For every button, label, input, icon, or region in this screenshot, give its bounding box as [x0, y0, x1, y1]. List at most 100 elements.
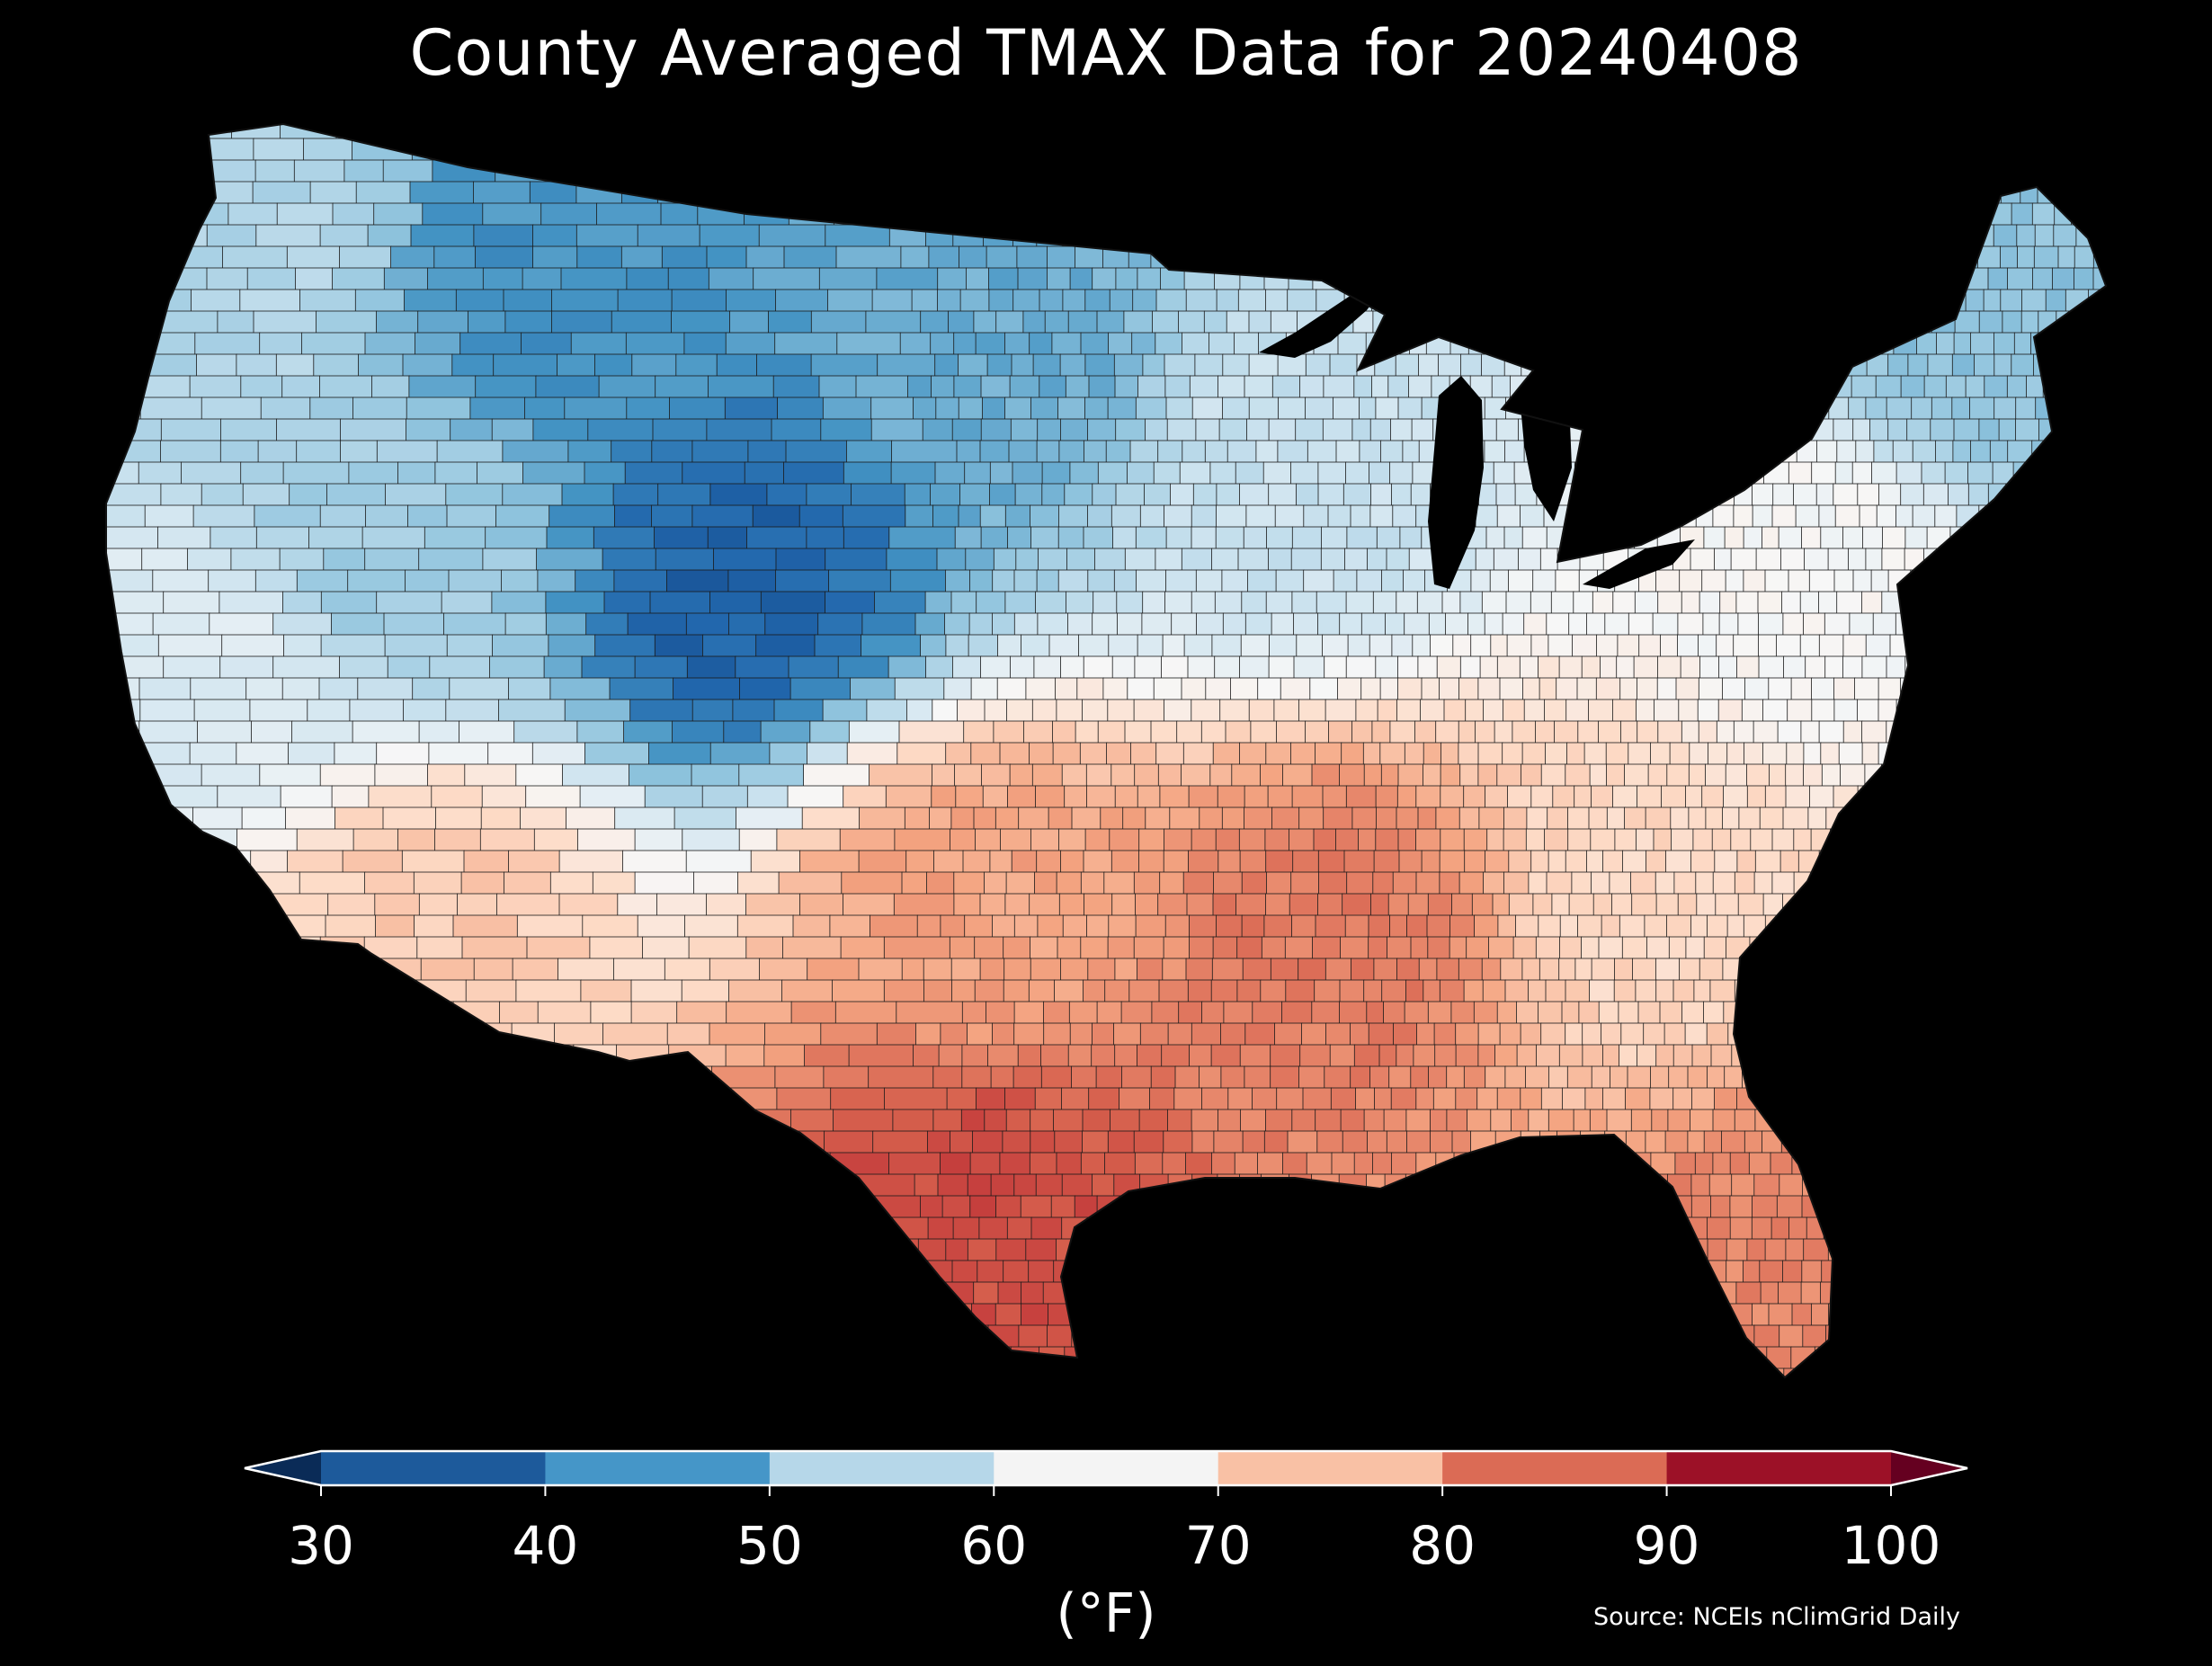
county-cell	[1395, 353, 1420, 378]
county-cell	[1039, 289, 1064, 313]
colorbar-tick-label: 80	[1409, 1515, 1476, 1576]
county-cell	[959, 289, 990, 313]
county-cell	[1058, 440, 1085, 464]
county-cell	[1380, 440, 1404, 464]
county-cell	[1222, 396, 1251, 421]
county-cell	[1062, 289, 1086, 313]
county-cell	[966, 267, 990, 291]
county-cell	[1115, 418, 1146, 442]
county-cell	[1906, 418, 1931, 442]
colorbar-bin-60-70	[994, 1451, 1219, 1485]
county-cell	[1137, 267, 1162, 291]
county-cell	[1142, 353, 1166, 378]
county-cell	[1203, 310, 1228, 334]
county-cell	[1152, 310, 1180, 334]
county-cell	[1978, 310, 2003, 334]
county-cell	[1967, 461, 1994, 486]
colorbar-tick-label: 100	[1841, 1515, 1941, 1576]
county-cell	[1012, 461, 1044, 486]
county-cell	[1788, 461, 1813, 486]
county-cell	[1016, 245, 1048, 270]
county-cell	[1209, 332, 1235, 356]
county-cell	[934, 461, 966, 486]
county-cell	[1084, 353, 1116, 378]
county-cell	[1390, 418, 1414, 442]
colorbar-bin-30-40	[321, 1451, 546, 1485]
county-cell	[1411, 418, 1434, 442]
county-cell	[1248, 310, 1272, 334]
county-cell	[907, 375, 932, 399]
county-cell	[1204, 440, 1229, 464]
county-cell	[2015, 418, 2040, 442]
county-cell	[1051, 332, 1082, 356]
county-cell	[1135, 396, 1167, 421]
colorbar-tick-label: 30	[288, 1515, 354, 1576]
county-cell	[1195, 418, 1221, 442]
county-cell	[1057, 396, 1086, 421]
county-cell	[1307, 440, 1337, 464]
county-cell	[1010, 418, 1039, 442]
colorbar-bin-80-90	[1442, 1451, 1668, 1485]
county-cell	[1278, 396, 1307, 421]
county-cell	[1075, 245, 1104, 270]
colorbar-tick-label: 70	[1184, 1515, 1252, 1576]
county-cell	[1087, 418, 1117, 442]
county-cell	[1157, 440, 1183, 464]
county-cell	[986, 353, 1012, 378]
colorbar-under-extension	[245, 1451, 321, 1485]
county-cell	[1084, 289, 1111, 313]
county-cell	[2000, 289, 2023, 313]
county-cell	[1886, 396, 1913, 421]
county-cell	[922, 418, 954, 442]
county-cell	[1092, 483, 1117, 507]
county-cell	[1323, 375, 1355, 399]
county-cell	[1009, 375, 1040, 399]
county-cell	[1155, 289, 1188, 313]
county-cell	[1039, 375, 1067, 399]
county-cell	[1092, 267, 1117, 291]
county-temperature-map	[105, 122, 2108, 1379]
county-cell	[1044, 310, 1070, 334]
county-cell	[973, 310, 997, 334]
county-cell	[1305, 353, 1331, 378]
county-cell	[980, 418, 1012, 442]
colorbar-over-extension	[1891, 1451, 1967, 1485]
county-cell	[1851, 375, 1878, 399]
county-cell	[2011, 353, 2035, 378]
county-cell	[1182, 332, 1210, 356]
county-cell	[1084, 440, 1108, 464]
county-cell	[1127, 461, 1155, 486]
county-cell	[1930, 418, 1955, 442]
county-cell	[1032, 353, 1062, 378]
county-cell	[1137, 375, 1166, 399]
county-cell	[1069, 461, 1100, 486]
county-cell	[1811, 461, 1837, 486]
county-cell	[1084, 396, 1110, 421]
county-cell	[1993, 396, 2017, 421]
county-cell	[1984, 375, 2009, 399]
county-cell	[1226, 440, 1257, 464]
county-cell	[1495, 418, 1520, 442]
colorbar-tick-label: 50	[736, 1515, 803, 1576]
county-cell	[913, 396, 937, 421]
county-cell	[1004, 332, 1030, 356]
county-cell	[1287, 289, 1317, 313]
county-cell	[1216, 289, 1240, 313]
county-cell	[1954, 310, 1981, 334]
county-cell	[1235, 461, 1265, 486]
county-cell	[904, 483, 932, 507]
county-cell	[2051, 267, 2075, 291]
county-cell	[1065, 375, 1091, 399]
county-cell	[964, 461, 992, 486]
county-cell	[1969, 396, 1995, 421]
county-cell	[951, 418, 983, 442]
colorbar-bin-40-50	[545, 1451, 771, 1485]
source-note: Source: NCEIs nClimGrid Daily	[1593, 1603, 1960, 1631]
county-cell	[1921, 461, 1947, 486]
county-cell	[930, 332, 955, 356]
county-cell	[959, 483, 991, 507]
county-cell	[1036, 440, 1060, 464]
colorbar-units: (°F)	[1056, 1582, 1156, 1645]
county-cell	[982, 396, 1006, 421]
